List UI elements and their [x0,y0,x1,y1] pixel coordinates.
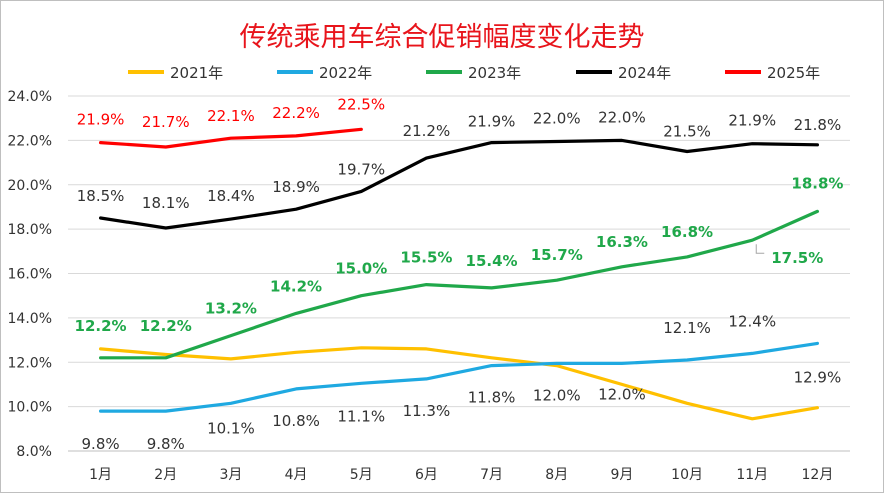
data-label: 12.2% [75,317,127,335]
y-tick-label: 22.0% [8,133,52,149]
data-label: 9.8% [82,435,120,453]
data-label: 9.8% [147,435,185,453]
data-label: 12.1% [663,319,711,337]
data-label: 16.8% [661,223,713,241]
legend-entry: 2023年 [468,64,521,82]
x-tick-label: 10月 [671,467,703,483]
data-label: 22.0% [598,108,646,126]
x-tick-label: 11月 [736,467,768,483]
y-tick-label: 20.0% [8,178,52,194]
y-tick-label: 16.0% [8,267,52,283]
x-tick-label: 2月 [154,467,177,483]
data-label: 18.4% [207,187,255,205]
data-label: 18.8% [791,174,843,192]
data-label: 21.9% [468,113,516,131]
data-label: 12.2% [140,317,192,335]
label-leader-line [755,244,765,254]
data-labels: 9.8% 9.8% 10.1% 10.8% 11.1% 11.3% 11.8% 12.0% 12… [75,95,844,453]
x-axis-ticks: 1月 2月 3月 4月 5月 6月 7月 8月 9月 10月 11月 12月 [89,467,833,483]
series-line [98,346,820,421]
data-label: 15.4% [466,252,518,270]
x-tick-label: 5月 [350,467,373,483]
data-label: 22.5% [337,95,385,113]
legend-entry: 2025年 [767,64,820,82]
y-tick-label: 10.0% [8,400,52,416]
data-label: 18.1% [142,194,190,212]
series-line [98,341,820,413]
data-label: 15.7% [531,246,583,264]
data-label: 21.9% [728,112,776,130]
series-line [98,127,363,149]
series-line [98,138,820,230]
data-label: 21.8% [794,116,842,134]
x-tick-label: 8月 [545,467,568,483]
y-axis-ticks: 8.0% 10.0% 12.0% 14.0% 16.0% 18.0% 20.0% 22.0% 2… [8,89,52,460]
data-label: 12.9% [794,368,842,386]
legend: 2021年 2022年 2023年 2024年 2025年 [128,64,820,82]
series-lines [98,127,820,421]
data-label: 16.3% [596,233,648,251]
data-label: 13.2% [205,300,257,318]
data-label: 18.9% [272,178,320,196]
data-label: 10.8% [272,412,320,430]
legend-entry: 2022年 [319,64,372,82]
data-label: 21.7% [142,113,190,131]
data-label: 22.1% [207,107,255,125]
data-label: 11.3% [403,402,451,420]
x-tick-label: 3月 [219,467,242,483]
y-tick-label: 12.0% [8,355,52,371]
x-tick-label: 9月 [610,467,633,483]
data-label: 11.1% [337,407,385,425]
data-label: 12.0% [533,386,581,404]
x-tick-label: 7月 [480,467,503,483]
data-label: 15.5% [400,249,452,267]
y-tick-label: 8.0% [16,444,52,460]
data-label: 11.8% [468,389,516,407]
legend-entry: 2021年 [170,64,223,82]
data-label: 17.5% [771,249,823,267]
data-label: 12.0% [598,385,646,403]
chart-title: 传统乘用车综合促销幅度变化走势 [240,22,645,53]
data-label: 14.2% [270,277,322,295]
data-label: 21.9% [77,111,125,129]
legend-entry: 2024年 [618,64,671,82]
data-label: 18.5% [77,187,125,205]
x-tick-label: 12月 [802,467,834,483]
x-tick-label: 6月 [415,467,438,483]
data-label: 19.7% [337,160,385,178]
data-label: 21.5% [663,122,711,140]
y-tick-label: 14.0% [8,311,52,327]
data-label: 15.0% [335,260,387,278]
data-label: 12.4% [728,312,776,330]
data-label: 21.2% [403,122,451,140]
series-line [98,209,820,360]
y-tick-label: 24.0% [8,89,52,105]
x-tick-label: 4月 [285,467,308,483]
data-label: 22.0% [533,109,581,127]
data-label: 10.1% [207,419,255,437]
data-label: 22.2% [272,104,320,122]
y-tick-label: 18.0% [8,222,52,238]
x-tick-label: 1月 [89,467,112,483]
